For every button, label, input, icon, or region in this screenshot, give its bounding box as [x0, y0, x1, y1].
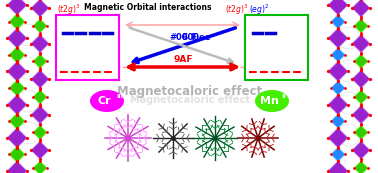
Polygon shape — [33, 125, 47, 139]
Circle shape — [17, 24, 39, 46]
Polygon shape — [354, 161, 368, 173]
Polygon shape — [328, 28, 348, 48]
Polygon shape — [7, 61, 27, 81]
Polygon shape — [328, 161, 348, 173]
Polygon shape — [331, 48, 345, 62]
Polygon shape — [354, 19, 368, 33]
Polygon shape — [7, 0, 27, 15]
Bar — [56, 15, 119, 80]
Circle shape — [338, 27, 360, 49]
Polygon shape — [331, 81, 345, 95]
Text: 6 F: 6 F — [182, 34, 198, 43]
Polygon shape — [331, 114, 345, 128]
Polygon shape — [31, 35, 49, 53]
Polygon shape — [328, 61, 348, 81]
Polygon shape — [352, 106, 370, 124]
Text: $(t2g)^3$: $(t2g)^3$ — [225, 3, 249, 17]
Polygon shape — [31, 106, 49, 124]
Text: Cr: Cr — [97, 96, 111, 106]
Polygon shape — [7, 161, 27, 173]
Circle shape — [338, 124, 360, 146]
Text: III: III — [116, 94, 123, 99]
Circle shape — [17, 122, 39, 144]
Text: Magnetic Orbital interactions: Magnetic Orbital interactions — [84, 3, 212, 12]
Polygon shape — [328, 0, 348, 15]
Polygon shape — [7, 28, 27, 48]
Text: Magnetocaloric effect: Magnetocaloric effect — [130, 95, 250, 105]
Polygon shape — [331, 147, 345, 161]
Polygon shape — [352, 70, 370, 88]
Polygon shape — [328, 95, 348, 115]
Polygon shape — [33, 161, 47, 173]
Circle shape — [338, 92, 360, 114]
Text: 9AF: 9AF — [173, 54, 193, 63]
Polygon shape — [354, 54, 368, 68]
Polygon shape — [354, 90, 368, 104]
Polygon shape — [9, 80, 25, 96]
Polygon shape — [9, 14, 25, 30]
Polygon shape — [9, 113, 25, 129]
Polygon shape — [31, 70, 49, 88]
Polygon shape — [7, 128, 27, 148]
Text: #0000ee: #0000ee — [169, 34, 211, 43]
Ellipse shape — [255, 90, 289, 112]
Text: $(eg)^2$: $(eg)^2$ — [249, 3, 270, 17]
Text: $(t2g)^3$: $(t2g)^3$ — [57, 3, 81, 17]
Polygon shape — [31, 141, 49, 159]
Polygon shape — [7, 95, 27, 115]
Bar — [245, 15, 308, 80]
Circle shape — [17, 57, 39, 79]
Circle shape — [338, 60, 360, 82]
Polygon shape — [33, 19, 47, 33]
Ellipse shape — [90, 90, 124, 112]
Polygon shape — [9, 146, 25, 162]
Polygon shape — [9, 47, 25, 63]
Circle shape — [17, 90, 39, 112]
Polygon shape — [33, 90, 47, 104]
Polygon shape — [33, 54, 47, 68]
Polygon shape — [352, 0, 370, 17]
Text: Magnetocaloric effect: Magnetocaloric effect — [118, 85, 263, 98]
Polygon shape — [352, 35, 370, 53]
Polygon shape — [328, 128, 348, 148]
Text: II: II — [281, 94, 286, 99]
Text: Mn: Mn — [260, 96, 279, 106]
Polygon shape — [31, 0, 49, 17]
Polygon shape — [354, 125, 368, 139]
Polygon shape — [352, 141, 370, 159]
Polygon shape — [331, 15, 345, 29]
